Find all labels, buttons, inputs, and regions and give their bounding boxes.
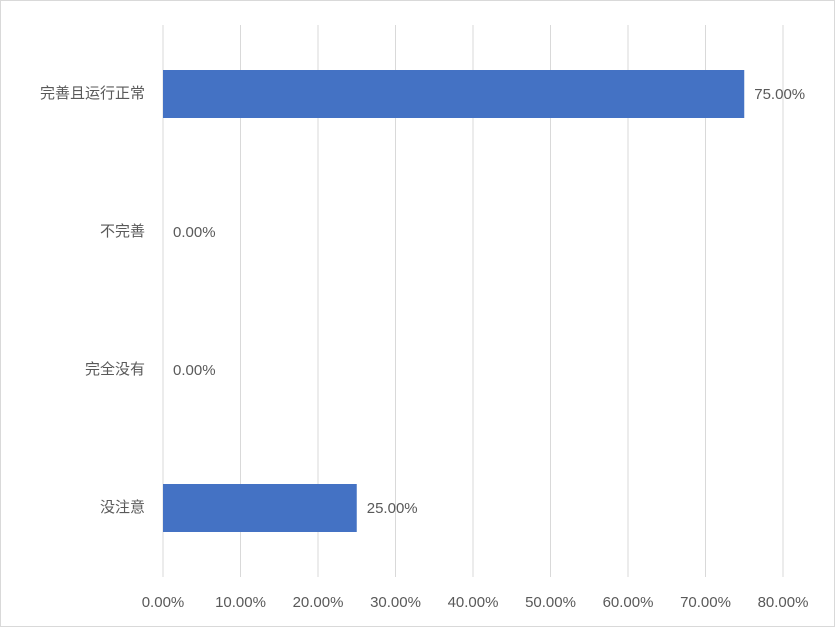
y-tick-label: 完善且运行正常 [40,85,145,102]
x-tick-label: 70.00% [680,594,731,611]
y-tick-label: 完全没有 [85,360,145,378]
value-label: 75.00% [754,86,805,103]
x-tick-label: 40.00% [448,594,499,611]
value-label: 0.00% [173,224,216,241]
bar [163,70,745,118]
bar [163,484,357,532]
y-tick-label: 不完善 [100,223,145,240]
x-tick-label: 80.00% [758,594,809,611]
x-tick-label: 50.00% [525,594,576,611]
x-tick-label: 60.00% [603,594,654,611]
x-tick-label: 10.00% [215,594,266,611]
x-tick-label: 30.00% [370,594,421,611]
value-label: 25.00% [367,500,418,517]
value-label: 0.00% [173,362,216,379]
y-tick-label: 没注意 [100,498,145,516]
x-tick-label: 0.00% [142,594,185,611]
x-tick-label: 20.00% [293,594,344,611]
